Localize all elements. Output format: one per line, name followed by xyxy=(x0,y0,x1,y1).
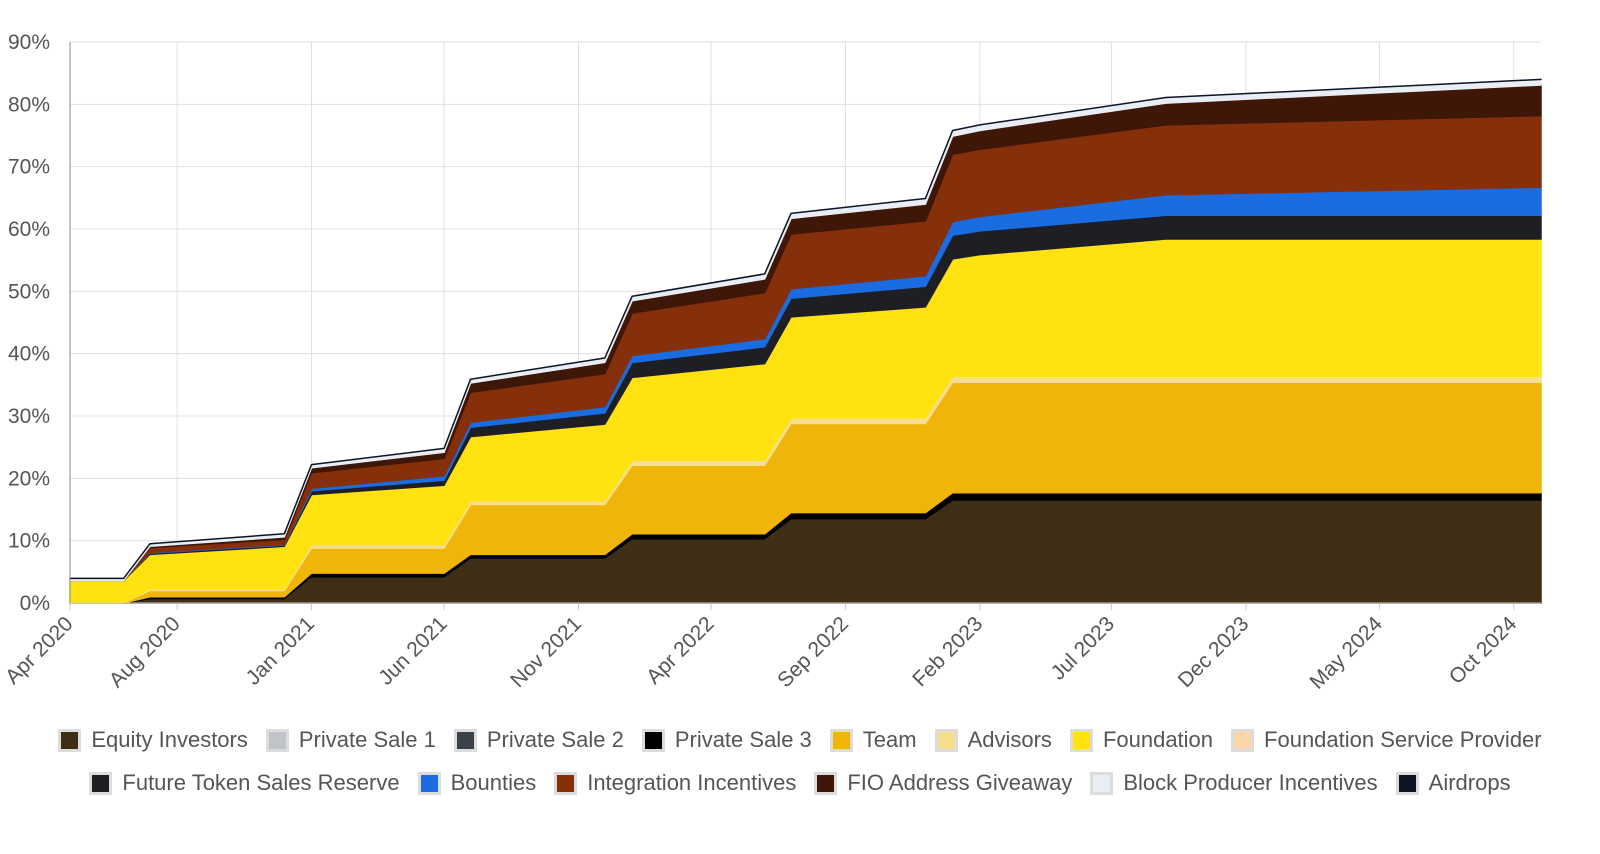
x-tick-label: Apr 2020 xyxy=(1,612,78,689)
y-tick-label: 70% xyxy=(8,156,50,179)
series-areas xyxy=(69,78,1542,604)
x-tick-label: Jun 2021 xyxy=(374,612,451,689)
y-tick-label: 0% xyxy=(20,592,50,615)
legend-swatch xyxy=(1069,728,1093,752)
legend-label: Future Token Sales Reserve xyxy=(122,770,400,795)
x-tick-label: Sep 2022 xyxy=(773,612,853,692)
x-tick-label: Nov 2021 xyxy=(506,612,586,692)
legend-label: Integration Incentives xyxy=(587,770,797,795)
legend-item[interactable]: Private Sale 2 xyxy=(453,727,624,753)
legend-swatch xyxy=(829,728,853,752)
legend-label: Private Sale 1 xyxy=(298,727,436,752)
y-tick-label: 90% xyxy=(8,31,50,54)
y-axis-ticks: 0% 10% 20% 30% 40% 50% 60% 70% 80% 90% xyxy=(8,31,50,615)
legend-label: Bounties xyxy=(450,770,537,795)
x-tick-label: Jul 2023 xyxy=(1047,612,1119,684)
legend-swatch xyxy=(554,771,578,795)
legend-label: Foundation Service Provider xyxy=(1264,727,1542,752)
legend-item[interactable]: Airdrops xyxy=(1395,770,1511,796)
y-tick-label: 30% xyxy=(8,405,50,428)
x-tick-label: Aug 2020 xyxy=(105,612,185,692)
legend-label: Foundation xyxy=(1102,727,1214,752)
legend-label: Equity Investors xyxy=(91,727,248,752)
legend-item[interactable]: Foundation Service Provider xyxy=(1231,727,1542,753)
y-tick-label: 40% xyxy=(8,343,50,366)
y-tick-label: 10% xyxy=(8,530,50,553)
legend-item[interactable]: Block Producer Incentives xyxy=(1090,770,1378,796)
legend-swatch xyxy=(417,771,441,795)
legend-swatch xyxy=(1395,771,1419,795)
legend-label: Block Producer Incentives xyxy=(1123,770,1378,795)
x-tick-label: Oct 2024 xyxy=(1445,612,1522,689)
legend-swatch xyxy=(934,728,958,752)
legend-swatch xyxy=(814,771,838,795)
legend-row-2: Future Token Sales Reserve Bounties Integr… xyxy=(0,766,1600,800)
x-tick-label: Dec 2023 xyxy=(1174,612,1254,692)
legend-swatch xyxy=(58,728,82,752)
legend-item[interactable]: FIO Address Giveaway xyxy=(814,770,1072,796)
x-tick-label: Apr 2022 xyxy=(642,612,719,689)
x-tick-label: May 2024 xyxy=(1305,612,1387,694)
x-tick-label: Feb 2023 xyxy=(908,612,987,691)
legend-item[interactable]: Bounties xyxy=(417,770,537,796)
legend-item[interactable]: Private Sale 3 xyxy=(641,727,812,753)
legend-label: FIO Address Giveaway xyxy=(847,770,1073,795)
x-tick-label: Jan 2021 xyxy=(242,612,319,689)
legend-item[interactable]: Equity Investors xyxy=(58,727,248,753)
y-tick-label: 60% xyxy=(8,218,50,241)
x-axis-ticks: Apr 2020 Aug 2020 Jan 2021 Jun 2021 Nov 2021… xyxy=(1,612,1522,694)
legend-swatch xyxy=(1231,728,1255,752)
legend-item[interactable]: Team xyxy=(829,727,917,753)
legend-item[interactable]: Advisors xyxy=(934,727,1052,753)
legend-item[interactable]: Integration Incentives xyxy=(554,770,796,796)
legend-label: Advisors xyxy=(967,727,1052,752)
legend-item[interactable]: Future Token Sales Reserve xyxy=(89,770,400,796)
axes xyxy=(69,42,1541,610)
legend-item[interactable]: Foundation xyxy=(1069,727,1214,753)
legend-item[interactable]: Private Sale 1 xyxy=(265,727,436,753)
legend-swatch xyxy=(1090,771,1114,795)
legend-swatch xyxy=(641,728,665,752)
legend-label: Private Sale 3 xyxy=(674,727,812,752)
legend-swatch xyxy=(453,728,477,752)
y-tick-label: 50% xyxy=(8,280,50,303)
y-tick-label: 20% xyxy=(8,467,50,490)
y-tick-label: 80% xyxy=(8,93,50,116)
legend-row-1: Equity Investors Private Sale 1 Private Sa… xyxy=(0,723,1600,757)
stacked-area-chart: 0% 10% 20% 30% 40% 50% 60% 70% 80% 90% Apr 2020 Au… xyxy=(1,31,1542,694)
legend-swatch xyxy=(265,728,289,752)
legend-swatch xyxy=(89,771,113,795)
legend-label: Private Sale 2 xyxy=(486,727,624,752)
legend-label: Airdrops xyxy=(1428,770,1511,795)
legend-label: Team xyxy=(862,727,917,752)
area-series-13[interactable] xyxy=(69,78,1542,580)
